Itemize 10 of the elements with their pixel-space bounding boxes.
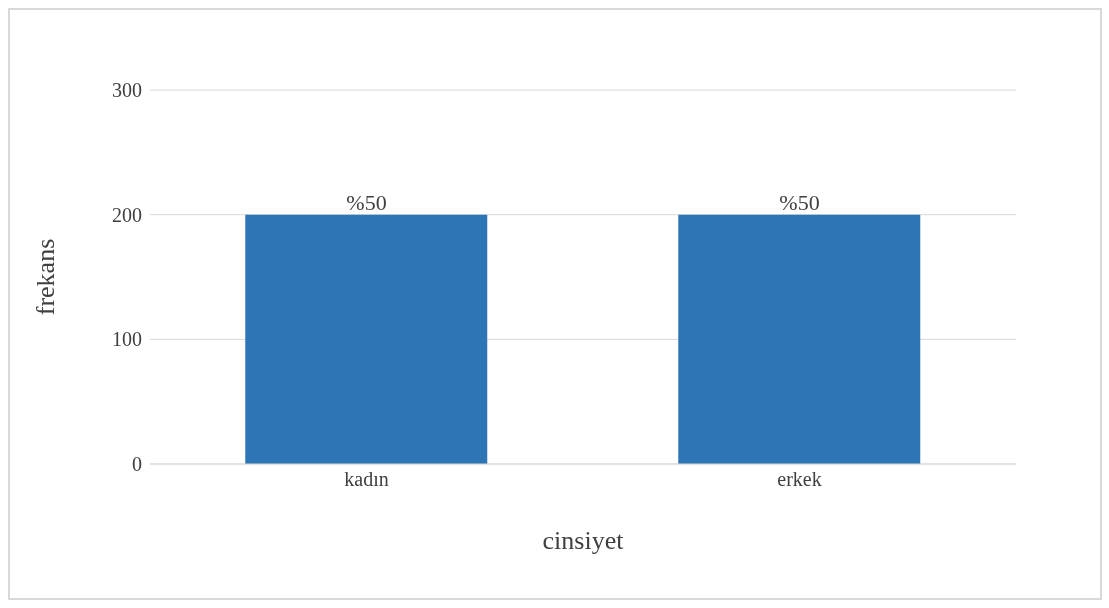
x-axis-title: cinsiyet	[542, 526, 625, 555]
y-tick-label: 200	[112, 203, 142, 226]
annotation: %50	[779, 189, 820, 215]
y-axis-title: frekans	[31, 238, 61, 316]
annotation: %50	[346, 189, 387, 215]
x-tick-label: erkek	[777, 468, 822, 491]
x-tick-label: kadın	[344, 468, 389, 491]
y-tick-label: 0	[132, 453, 142, 476]
y-tick-label: 300	[112, 79, 142, 102]
y-tick-label: 100	[112, 328, 142, 351]
